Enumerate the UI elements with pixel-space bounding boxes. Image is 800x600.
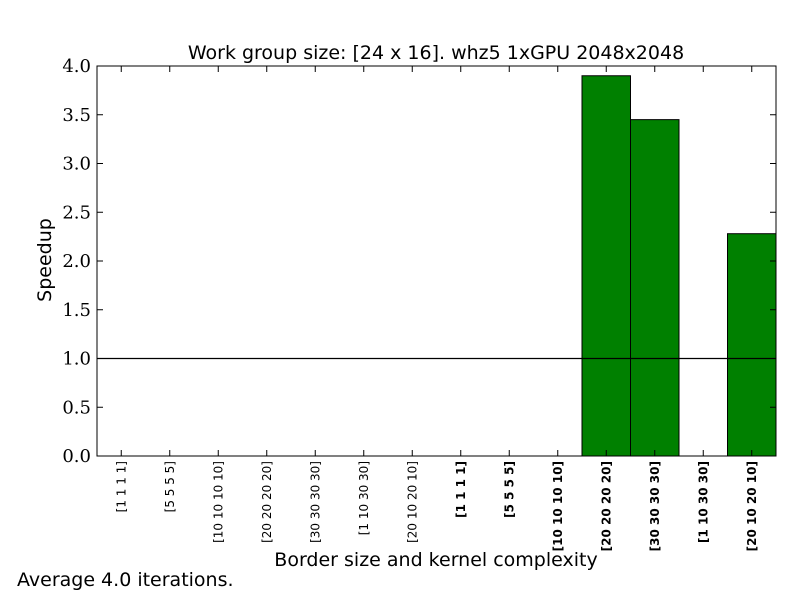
y-tick-label: 1.5 [62, 300, 91, 321]
x-tick-label: [1 10 30 30] [357, 461, 371, 535]
x-tick-label: [5 5 5 5] [163, 461, 177, 512]
bar [727, 233, 777, 457]
y-axis-label: Speedup [34, 218, 56, 302]
y-tick-label: 1.0 [62, 349, 91, 370]
bar [581, 75, 631, 457]
y-tick-label: 4.0 [62, 56, 91, 77]
x-ticks: [1 1 1 1] [5 5 5 5] [10 10 10 10] [20 20 20… [114, 66, 759, 551]
iterations-note: Average 4.0 iterations. [17, 569, 234, 591]
x-tick-label: [1 1 1 1] [114, 461, 128, 512]
bars-layer [581, 75, 777, 457]
bar [630, 119, 680, 457]
x-axis-label: Border size and kernel complexity [274, 549, 597, 571]
y-tick-label: 2.0 [62, 251, 91, 272]
x-tick-label: [20 10 20 10] [405, 461, 419, 543]
y-tick-label: 0.5 [62, 397, 91, 418]
x-tick-label: [20 20 20 20] [260, 461, 274, 543]
y-ticks: 0.0 0.5 1.0 1.5 2.0 2.5 3.0 3.5 4.0 [62, 56, 776, 467]
chart-title: Work group size: [24 x 16]. whz5 1xGPU 2… [188, 42, 684, 64]
x-tick-label: [20 20 20 20] [599, 461, 613, 551]
x-tick-label: [5 5 5 5] [502, 461, 516, 518]
x-tick-label: [10 10 10 10] [211, 461, 225, 543]
y-tick-label: 2.5 [62, 202, 91, 223]
x-tick-label: [30 30 30 30] [308, 461, 322, 543]
x-tick-label: [1 10 30 30] [696, 461, 710, 543]
x-tick-label: [1 1 1 1] [454, 461, 468, 518]
x-tick-label: [10 10 10 10] [551, 461, 565, 551]
y-tick-label: 0.0 [62, 446, 91, 467]
x-tick-label: [20 10 20 10] [745, 461, 759, 551]
x-tick-label: [30 30 30 30] [648, 461, 662, 551]
y-tick-label: 3.5 [62, 105, 91, 126]
y-tick-label: 3.0 [62, 154, 91, 175]
